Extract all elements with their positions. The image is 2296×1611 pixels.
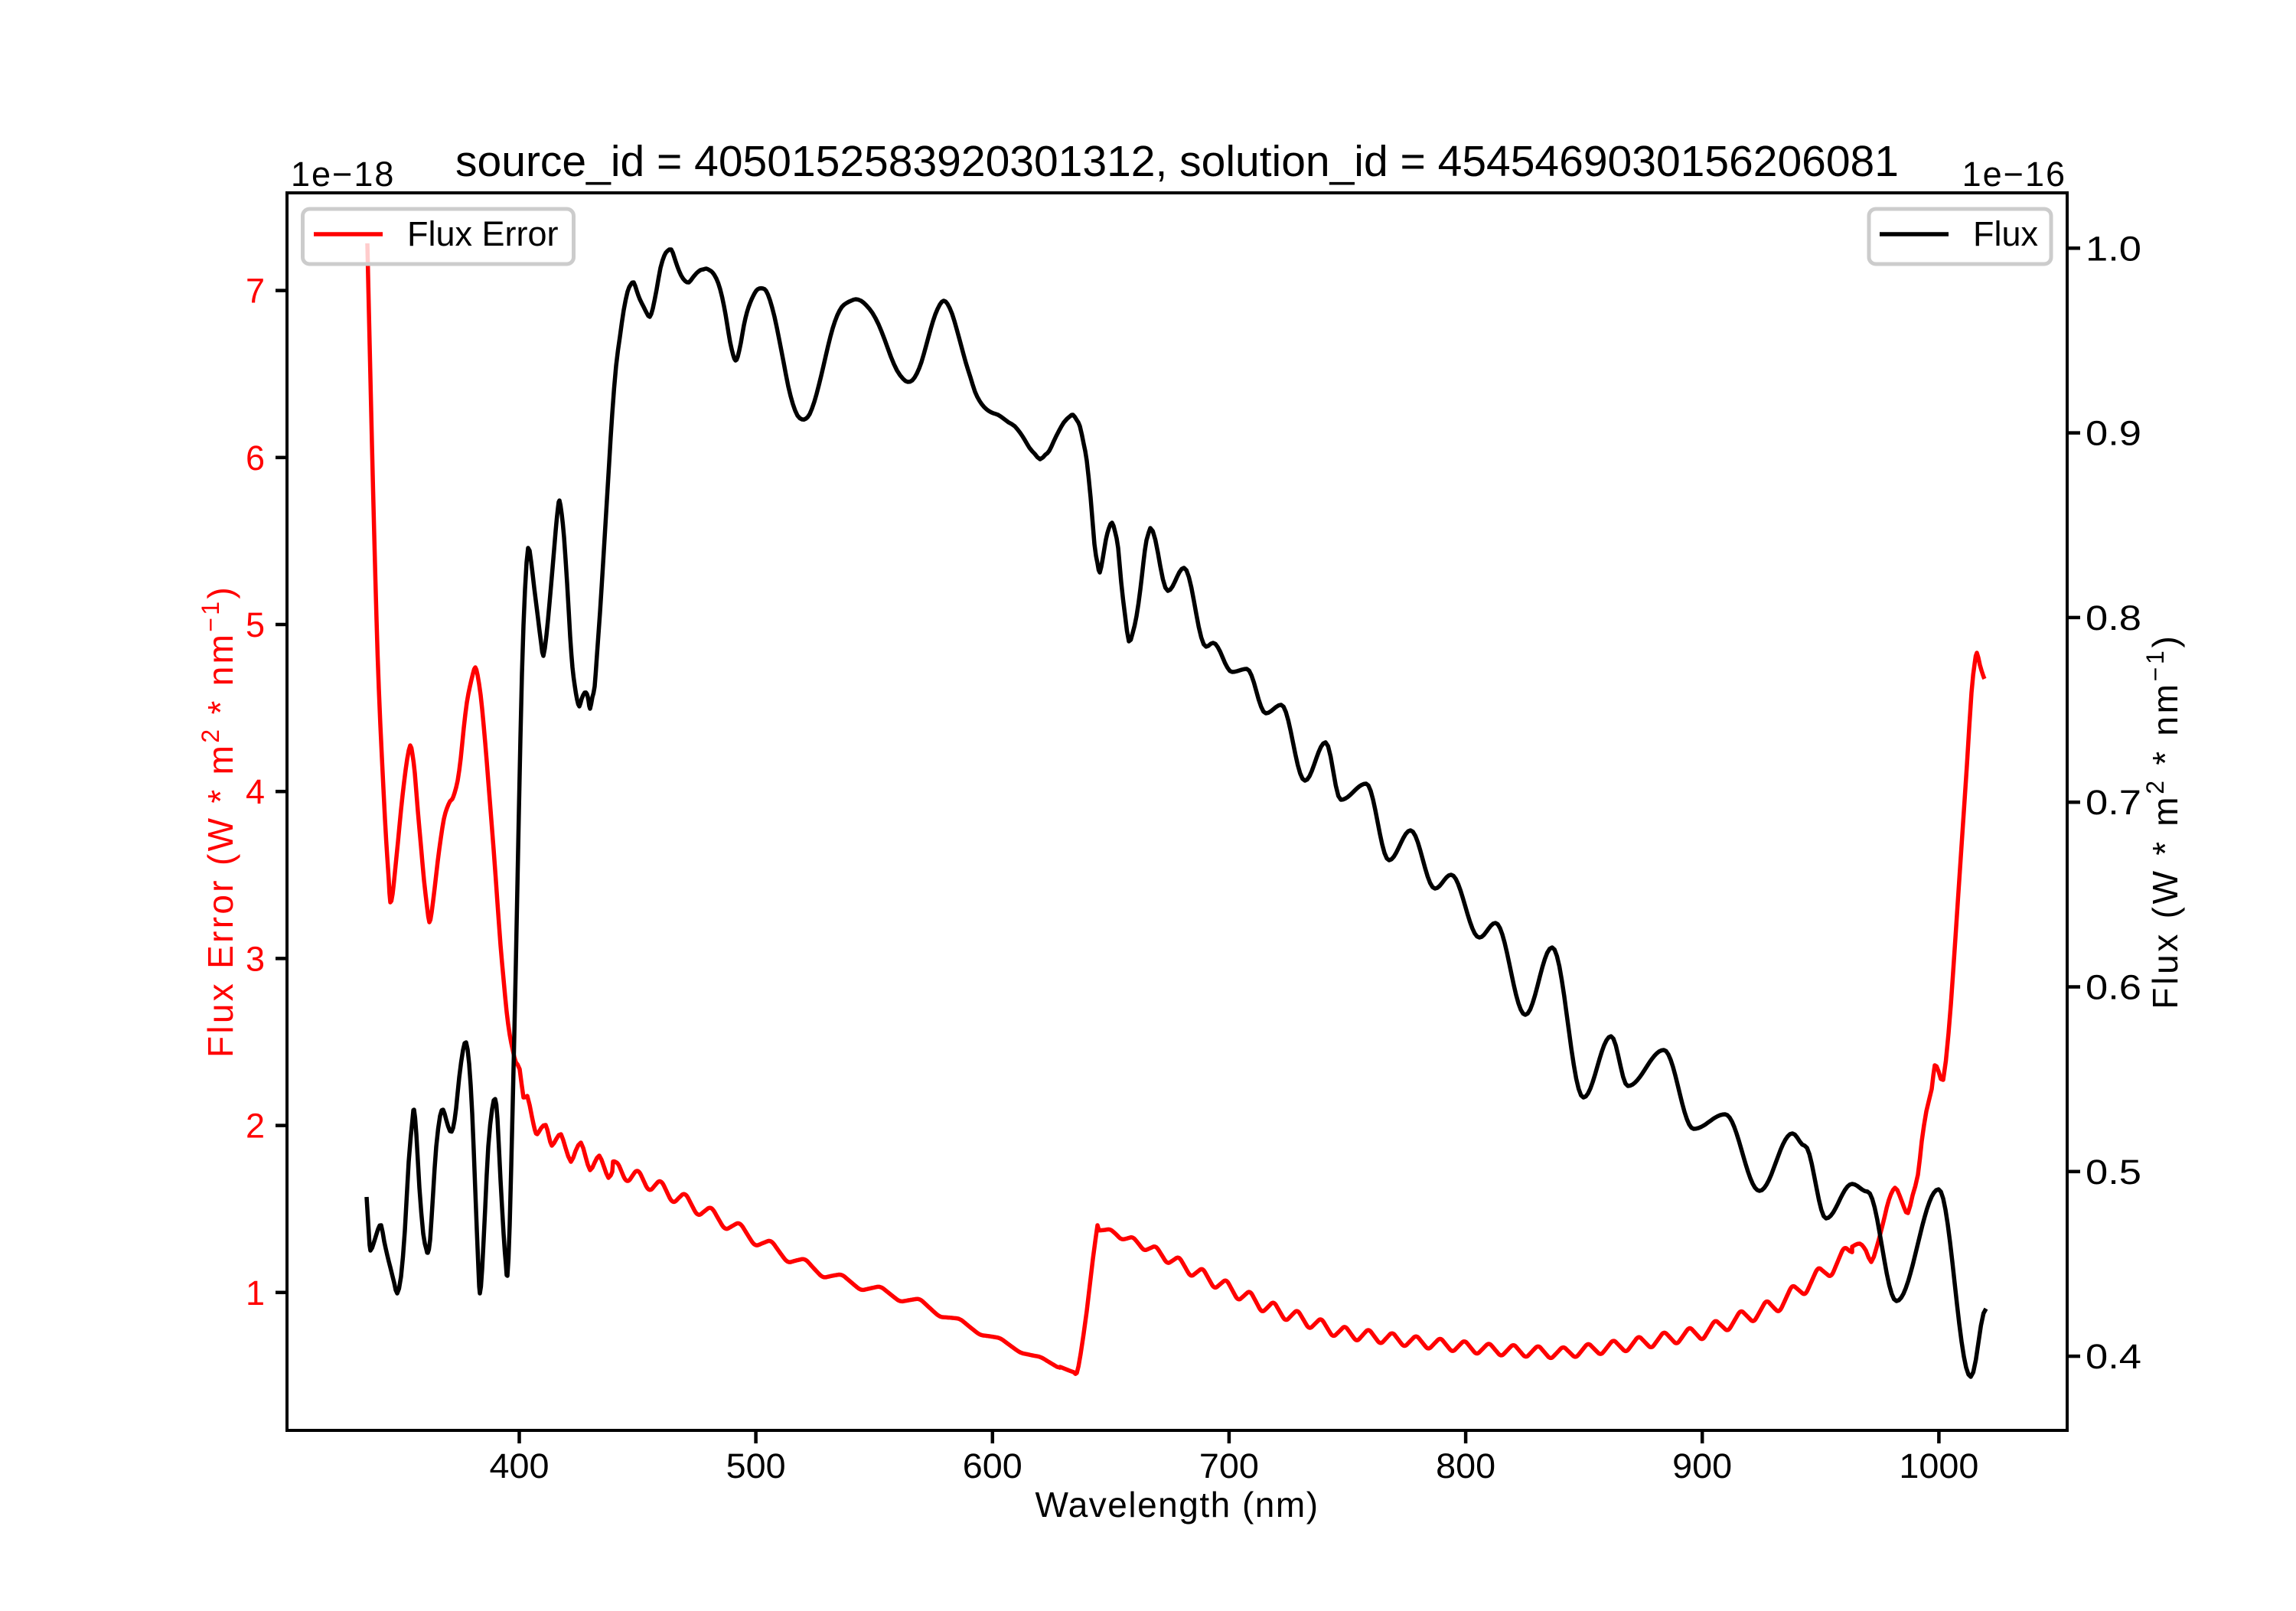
- svg-text:6: 6: [246, 439, 265, 478]
- svg-text:3: 3: [246, 939, 265, 978]
- svg-text:0.6: 0.6: [2086, 968, 2141, 1007]
- svg-text:Flux Error (W * m2 * nm−1): Flux Error (W * m2 * nm−1): [197, 585, 240, 1058]
- svg-text:0.5: 0.5: [2086, 1153, 2141, 1192]
- svg-text:1.0: 1.0: [2086, 229, 2141, 268]
- svg-text:5: 5: [246, 605, 265, 644]
- svg-text:600: 600: [963, 1446, 1022, 1485]
- svg-text:1000: 1000: [1899, 1446, 1978, 1485]
- svg-text:1: 1: [246, 1273, 265, 1313]
- svg-text:700: 700: [1199, 1446, 1259, 1485]
- svg-text:0.8: 0.8: [2086, 598, 2141, 638]
- svg-text:900: 900: [1672, 1446, 1732, 1485]
- svg-text:500: 500: [726, 1446, 786, 1485]
- svg-text:0.7: 0.7: [2086, 783, 2141, 822]
- svg-text:0.9: 0.9: [2086, 414, 2141, 453]
- svg-text:400: 400: [490, 1446, 550, 1485]
- svg-text:800: 800: [1436, 1446, 1495, 1485]
- svg-text:4: 4: [246, 772, 265, 811]
- svg-text:Flux Error: Flux Error: [407, 214, 559, 253]
- svg-text:1e−18: 1e−18: [291, 155, 395, 194]
- svg-text:7: 7: [246, 272, 265, 311]
- svg-text:Flux (W * m2 * nm−1): Flux (W * m2 * nm−1): [2141, 633, 2185, 1009]
- svg-text:Wavelength (nm): Wavelength (nm): [1035, 1485, 1319, 1525]
- svg-text:2: 2: [246, 1107, 265, 1146]
- svg-text:1e−16: 1e−16: [1962, 155, 2066, 194]
- svg-text:0.4: 0.4: [2086, 1337, 2141, 1376]
- svg-text:Flux: Flux: [1973, 214, 2039, 253]
- svg-text:source_id = 405015258392030131: source_id = 4050152583920301312, solutio…: [455, 137, 1899, 186]
